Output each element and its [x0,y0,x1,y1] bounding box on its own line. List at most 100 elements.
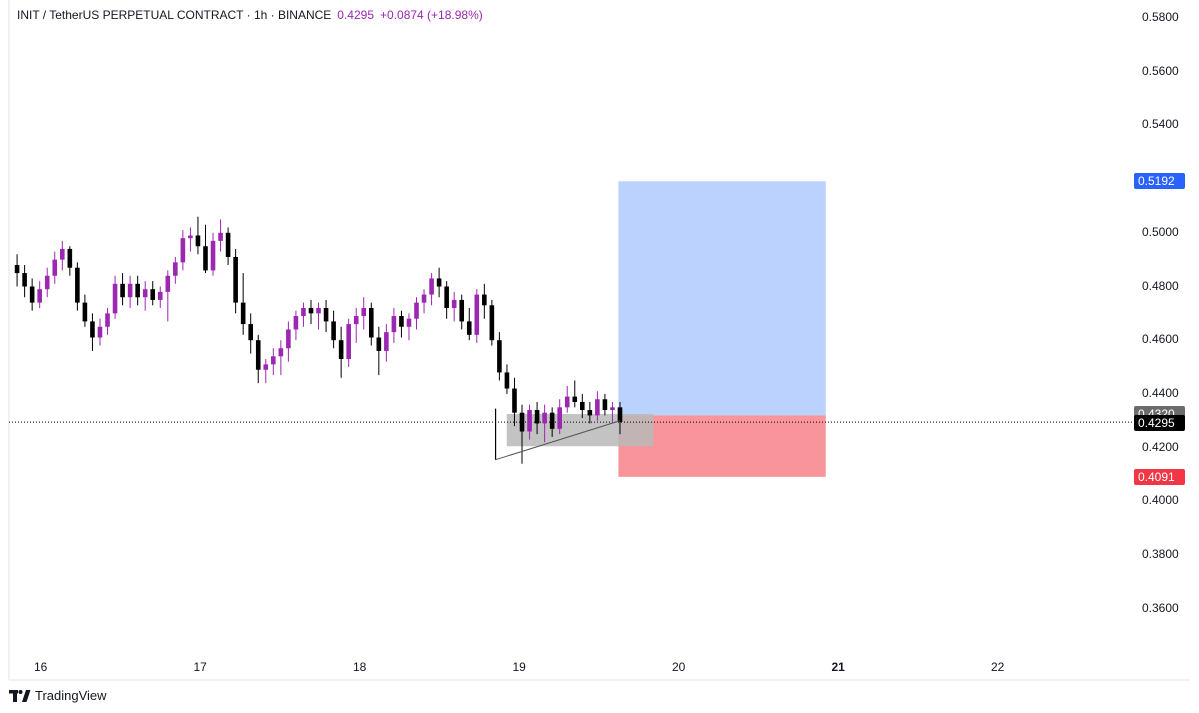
candle-body [22,273,27,287]
candle-body [376,337,382,351]
price-tick-label: 0.5600 [1142,63,1179,78]
time-tick-label: 19 [512,660,526,674]
candle-body [255,340,261,370]
price-tick-label: 0.5400 [1142,117,1179,132]
candle-body [82,302,88,322]
candle-body [466,321,472,335]
candle-body [617,407,623,423]
candle-body [195,235,201,247]
candle-body [14,265,20,274]
price-tick-label: 0.4600 [1142,332,1179,347]
candle-body [286,329,291,349]
candle-body [436,278,442,287]
candle-body [29,286,35,303]
candle-body [323,307,329,322]
time-tick-label: 21 [831,660,845,674]
candle-body [52,259,58,276]
price-tick-label: 0.4000 [1142,493,1179,508]
candle-body [444,286,449,308]
candle-body [557,407,562,429]
candle-body [406,318,412,327]
price-tick-label: 0.4800 [1142,278,1179,293]
tradingview-brand[interactable]: TradingView [9,688,107,703]
price-tick-label: 0.5800 [1142,10,1179,24]
candle-body [504,372,510,389]
time-tick-label: 16 [34,660,48,674]
candle-body [271,356,276,365]
candle-body [421,294,427,303]
candle-body [293,316,299,330]
candle-body [142,289,148,298]
candle-body [75,267,80,303]
candle-body [587,410,593,416]
price-tick-label: 0.4200 [1142,439,1179,454]
candle-body [180,238,186,263]
target-price-tag: 0.5192 [1134,173,1185,190]
candle-body [218,232,223,241]
candle-body [384,332,389,351]
candle-body [564,396,570,408]
candle-body [527,410,532,432]
candle-body [346,324,351,359]
candle-body [44,275,50,290]
last-price-tag: 0.4295 [1134,415,1185,432]
candle-body [120,283,125,298]
candle-body [391,316,397,333]
price-tick-label: 0.3600 [1142,600,1179,615]
candle-body [459,299,465,322]
candle-body [595,399,600,416]
candle-body [497,340,502,373]
candle-body [368,307,374,338]
candle-body [534,410,540,424]
candle-body [188,235,193,239]
candle-body [225,232,231,257]
chart-header: INIT / TetherUS PERPETUAL CONTRACT · 1h … [17,8,483,22]
price-tick-label: 0.5000 [1142,224,1179,239]
time-tick-label: 20 [672,660,686,674]
time-tick-label: 22 [991,660,1005,674]
candle-body [90,321,95,338]
candle-body [451,299,457,308]
candle-body [429,278,434,295]
candle-body [549,412,555,429]
candle-body [512,388,517,413]
candle-body [263,364,269,370]
candle-body [316,307,321,314]
candle-body [112,283,118,314]
candle-body [572,396,578,402]
candle-body [353,316,359,325]
candle-body [489,305,495,341]
candle-body [37,289,42,303]
candle-body [301,307,306,317]
last-price: 0.4295 [337,8,374,22]
candle-body [165,275,171,292]
candle-body [173,262,178,276]
price-tick-label: 0.3800 [1142,547,1179,561]
candle-body [482,294,487,306]
candle-body [157,291,163,300]
trendline [495,420,621,461]
candle-body [542,412,547,424]
candle-body [135,283,140,298]
candle-body [278,348,284,357]
candle-body [127,283,133,298]
price-change: +0.0874 (+18.98%) [380,8,483,22]
target-zone [618,181,826,416]
candle-body [399,316,404,327]
candle-body [602,399,608,411]
candle-body [580,401,585,411]
candle-body [331,321,336,341]
stop-price-tag: 0.4091 [1134,468,1185,485]
candle-body [150,289,156,300]
candle-body [203,246,208,271]
candle-body [97,326,103,338]
candle-body [105,313,110,327]
symbol-title: INIT / TetherUS PERPETUAL CONTRACT · 1h … [17,8,332,22]
candle-body [361,307,367,317]
price-tick-label: 0.4400 [1142,385,1179,400]
candle-body [519,412,525,432]
candle-body [233,256,238,303]
candle-body [67,248,73,268]
